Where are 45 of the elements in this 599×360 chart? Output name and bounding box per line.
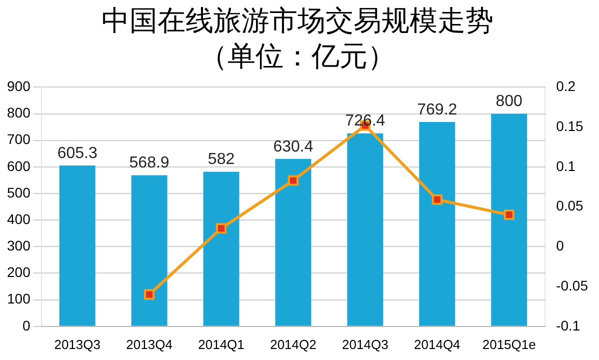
data-label: 568.9 [129, 154, 170, 172]
x-tick-label: 2014Q2 [270, 336, 316, 352]
bar [419, 122, 456, 326]
x-tick-label: 2014Q3 [342, 336, 388, 352]
data-label: 582 [208, 151, 235, 168]
data-label: 726.4 [345, 112, 386, 130]
data-label: 630.4 [273, 138, 314, 156]
point [288, 175, 298, 186]
bar [59, 166, 96, 326]
point [504, 210, 514, 220]
y-tick-label: 0 [22, 317, 31, 334]
x-tick-label: 2014Q4 [414, 336, 460, 352]
y2-tick-label: 0 [556, 238, 564, 254]
y-tick-label: 200 [7, 264, 31, 280]
x-tick-label: 2015Q1e [482, 336, 536, 352]
point [144, 289, 155, 300]
bar [347, 133, 384, 326]
data-label: 769.2 [417, 101, 458, 118]
data-label: 800 [496, 93, 523, 110]
y-tick-label: 700 [7, 131, 31, 148]
y-tick-label: 800 [7, 104, 31, 121]
bar [275, 158, 312, 326]
y2-tick-label: -0.05 [556, 277, 588, 294]
data-label: 605.3 [57, 144, 98, 162]
chart-subtitle: （单位：亿元） [200, 40, 396, 73]
point [216, 223, 227, 234]
y2-tick-label: 0.15 [556, 118, 584, 134]
bar [203, 172, 240, 326]
y-tick-label: 300 [7, 238, 31, 254]
x-tick-label: 2013Q4 [126, 336, 172, 352]
y2-tick-label: 0.2 [556, 78, 576, 94]
y-tick-label: 500 [7, 184, 31, 200]
bar [491, 114, 528, 326]
x-tick-label: 2013Q3 [54, 336, 100, 352]
y2-tick-label: 0.1 [556, 158, 576, 174]
y-tick-label: 400 [7, 210, 31, 227]
bar [131, 175, 168, 326]
x-tick-label: 2014Q1 [198, 336, 244, 352]
y2-tick-label: 0.05 [556, 198, 584, 214]
y-tick-label: 100 [7, 290, 31, 307]
chart-title: 中国在线旅游市场交易规模走势 [102, 4, 494, 38]
point [432, 194, 442, 205]
y2-tick-label: -0.1 [556, 317, 580, 334]
y-tick-label: 900 [7, 78, 31, 94]
y-tick-label: 600 [7, 158, 31, 174]
